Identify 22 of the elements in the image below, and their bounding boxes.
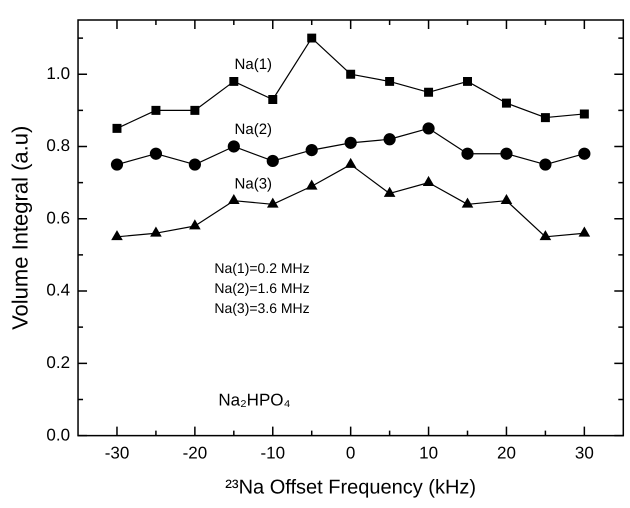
y-tick-label: 1.0 bbox=[46, 64, 70, 83]
x-tick-label: -20 bbox=[182, 443, 208, 462]
y-tick-label: 0.6 bbox=[46, 208, 70, 228]
series-label: Na(2) bbox=[234, 121, 272, 138]
annotation: Na₂HPO₄ bbox=[218, 390, 291, 410]
annotation: Na(3)=3.6 MHz bbox=[214, 300, 310, 316]
x-tick-label: 20 bbox=[496, 443, 516, 462]
x-tick-label: -30 bbox=[104, 443, 130, 462]
x-tick-label: 10 bbox=[419, 443, 438, 462]
y-tick-label: 0.8 bbox=[46, 136, 70, 156]
x-tick-label: -10 bbox=[260, 443, 286, 462]
x-tick-label: 30 bbox=[574, 443, 594, 462]
x-tick-label: 0 bbox=[346, 443, 356, 462]
annotation: Na(1)=0.2 MHz bbox=[214, 260, 310, 276]
y-axis-title: Volume Integral (a.u) bbox=[7, 126, 32, 330]
y-tick-label: 0.0 bbox=[46, 425, 70, 444]
series-label: Na(3) bbox=[234, 175, 272, 192]
y-tick-label: 0.2 bbox=[46, 353, 70, 372]
annotation: Na(2)=1.6 MHz bbox=[214, 280, 310, 296]
series-label: Na(1) bbox=[234, 56, 272, 74]
y-tick-label: 0.4 bbox=[46, 280, 70, 300]
x-axis-title: ²³Na Offset Frequency (kHz) bbox=[225, 476, 476, 499]
